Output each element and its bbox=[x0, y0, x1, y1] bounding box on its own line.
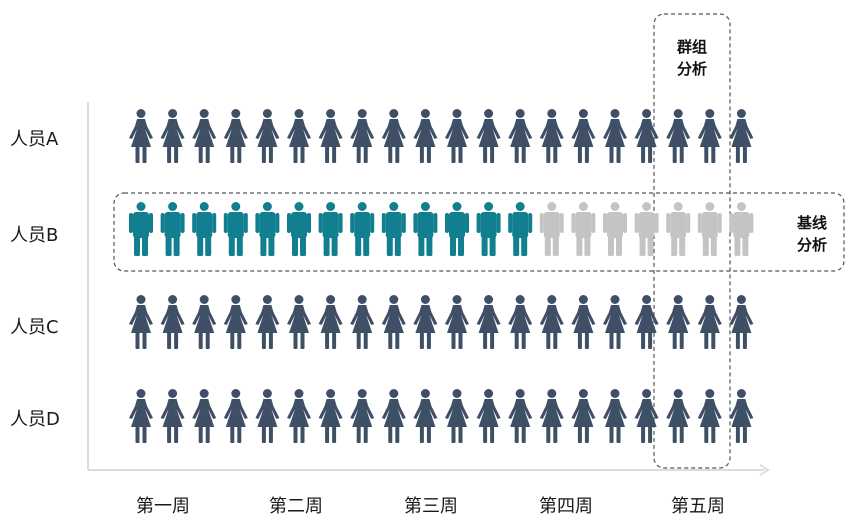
person-icon-d-12 bbox=[476, 389, 501, 443]
person-icon-a-13 bbox=[508, 109, 533, 163]
group-analysis-line1: 群组 bbox=[676, 38, 707, 56]
person-icon-b-13 bbox=[508, 202, 533, 256]
person-icon-a-9 bbox=[381, 109, 406, 163]
person-icon-b-9 bbox=[381, 202, 406, 256]
group-analysis-line2: 分析 bbox=[676, 60, 707, 78]
row-label-d: 人员D bbox=[10, 409, 60, 430]
person-icon-a-4 bbox=[223, 109, 248, 163]
person-icon-d-16 bbox=[603, 389, 627, 443]
person-icon-d-7 bbox=[318, 389, 343, 443]
person-icon-a-20 bbox=[729, 109, 754, 163]
person-icon-a-5 bbox=[255, 109, 280, 163]
baseline-analysis-label: 基线 分析 bbox=[782, 212, 842, 256]
person-icon-a-7 bbox=[318, 109, 343, 163]
person-icon-a-1 bbox=[129, 109, 153, 163]
row-label-b: 人员B bbox=[10, 225, 59, 246]
group-analysis-label: 群组 分析 bbox=[652, 36, 732, 80]
person-icon-b-18 bbox=[666, 202, 691, 256]
row-label-c: 人员C bbox=[10, 317, 59, 338]
row-label-a: 人员A bbox=[10, 129, 59, 150]
person-icon-c-1 bbox=[129, 295, 153, 349]
baseline-analysis-line1: 基线 bbox=[796, 214, 827, 232]
person-icon-d-18 bbox=[666, 389, 691, 443]
person-icon-c-17 bbox=[634, 295, 659, 349]
person-icon-c-9 bbox=[381, 295, 406, 349]
person-icon-d-20 bbox=[729, 389, 754, 443]
person-icon-c-11 bbox=[445, 295, 469, 349]
person-icon-a-14 bbox=[539, 109, 564, 163]
person-icon-d-19 bbox=[697, 389, 722, 443]
person-icon-c-8 bbox=[350, 295, 375, 349]
person-icon-c-15 bbox=[571, 295, 596, 349]
person-icon-a-8 bbox=[350, 109, 375, 163]
person-icon-d-1 bbox=[129, 389, 153, 443]
person-icon-d-8 bbox=[350, 389, 375, 443]
person-icon-d-13 bbox=[508, 389, 533, 443]
person-icon-a-12 bbox=[476, 109, 501, 163]
person-icon-c-7 bbox=[318, 295, 343, 349]
person-icon-b-10 bbox=[413, 202, 438, 256]
week-label-3: 第三周 bbox=[404, 496, 458, 517]
person-icon-d-10 bbox=[413, 389, 438, 443]
person-icon-d-6 bbox=[287, 389, 311, 443]
person-icon-d-5 bbox=[255, 389, 280, 443]
person-icon-b-4 bbox=[223, 202, 248, 256]
person-icon-c-6 bbox=[287, 295, 311, 349]
person-icon-c-5 bbox=[255, 295, 280, 349]
person-icon-d-17 bbox=[634, 389, 659, 443]
person-icon-c-20 bbox=[729, 295, 754, 349]
person-icon-b-17 bbox=[634, 202, 659, 256]
person-icon-b-15 bbox=[571, 202, 596, 256]
person-icon-b-3 bbox=[192, 202, 217, 256]
baseline-analysis-line2: 分析 bbox=[796, 236, 827, 254]
person-icon-d-2 bbox=[160, 389, 185, 443]
person-icon-c-2 bbox=[160, 295, 185, 349]
person-icon-a-6 bbox=[287, 109, 311, 163]
person-icon-a-16 bbox=[603, 109, 627, 163]
person-icon-c-16 bbox=[603, 295, 627, 349]
person-icon-a-17 bbox=[634, 109, 659, 163]
person-icon-a-19 bbox=[697, 109, 722, 163]
person-icon-c-10 bbox=[413, 295, 438, 349]
person-icon-d-15 bbox=[571, 389, 596, 443]
person-icon-d-3 bbox=[192, 389, 217, 443]
week-label-2: 第二周 bbox=[269, 496, 323, 517]
person-icon-d-14 bbox=[539, 389, 564, 443]
person-icon-c-14 bbox=[539, 295, 564, 349]
person-icon-b-11 bbox=[445, 202, 469, 256]
person-icon-c-13 bbox=[508, 295, 533, 349]
x-axis-arrow-icon bbox=[759, 464, 770, 476]
person-icon-b-5 bbox=[255, 202, 280, 256]
person-icon-a-11 bbox=[445, 109, 469, 163]
week-label-5: 第五周 bbox=[671, 496, 725, 517]
group-analysis-box bbox=[653, 13, 731, 469]
person-icon-b-16 bbox=[603, 202, 627, 256]
person-icon-b-6 bbox=[287, 202, 311, 256]
person-icon-c-12 bbox=[476, 295, 501, 349]
person-icon-d-9 bbox=[381, 389, 406, 443]
person-icon-c-19 bbox=[697, 295, 722, 349]
person-icon-a-15 bbox=[571, 109, 596, 163]
person-icon-b-19 bbox=[697, 202, 722, 256]
person-icon-b-1 bbox=[129, 202, 153, 256]
person-icon-d-11 bbox=[445, 389, 469, 443]
person-icon-d-4 bbox=[223, 389, 248, 443]
week-label-4: 第四周 bbox=[539, 496, 593, 517]
week-label-1: 第一周 bbox=[136, 496, 190, 517]
person-icon-b-8 bbox=[350, 202, 375, 256]
person-icon-c-4 bbox=[223, 295, 248, 349]
person-icon-b-12 bbox=[476, 202, 501, 256]
person-icon-a-18 bbox=[666, 109, 691, 163]
person-icon-a-3 bbox=[192, 109, 217, 163]
person-icon-a-10 bbox=[413, 109, 438, 163]
person-icon-b-14 bbox=[539, 202, 564, 256]
person-icon-b-20 bbox=[729, 202, 754, 256]
person-icon-c-3 bbox=[192, 295, 217, 349]
person-icon-a-2 bbox=[160, 109, 185, 163]
person-icon-b-7 bbox=[318, 202, 343, 256]
person-icon-b-2 bbox=[160, 202, 185, 256]
person-icon-c-18 bbox=[666, 295, 691, 349]
